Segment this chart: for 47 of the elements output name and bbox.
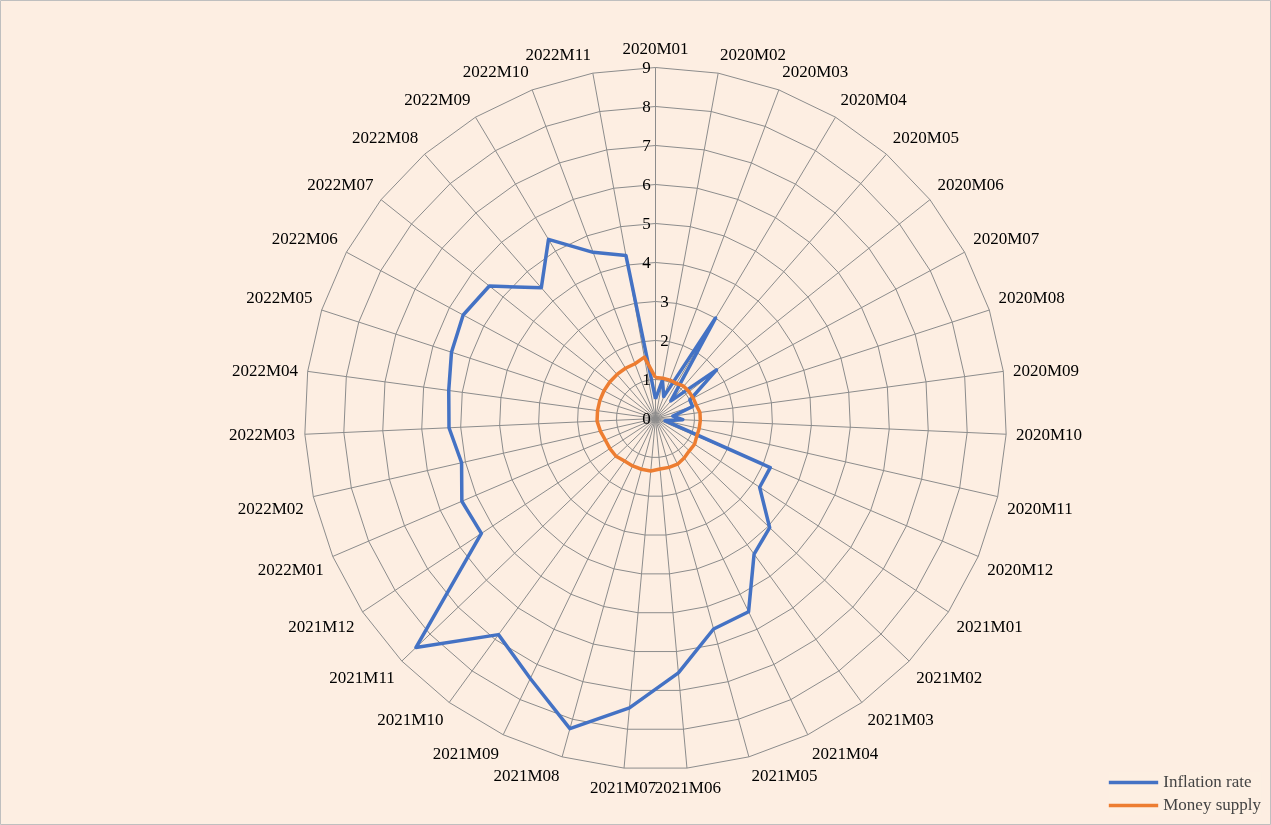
- spoke-label: 2022M01: [257, 560, 324, 580]
- spoke-label: 2022M03: [229, 425, 296, 445]
- y-tick-label: 3: [660, 292, 669, 311]
- spoke-label: 2021M04: [812, 743, 879, 763]
- spoke-label: 2020M07: [973, 228, 1040, 248]
- y-tick-label: 1: [642, 370, 651, 389]
- spoke-label: 2022M10: [462, 61, 529, 81]
- spoke-label: 2022M07: [307, 174, 374, 194]
- y-tick-label: 6: [642, 175, 651, 194]
- spoke-label: 2022M04: [231, 360, 299, 380]
- y-tick-label: 9: [642, 58, 651, 77]
- spoke-label: 2022M06: [271, 228, 338, 248]
- y-tick-label: 2: [660, 331, 669, 350]
- spoke-label: 2022M08: [352, 127, 419, 147]
- spoke-label: 2021M07: [590, 777, 657, 797]
- spoke-label: 2020M02: [719, 44, 787, 64]
- spoke-label: 2021M01: [956, 617, 1023, 637]
- spoke-label: 2021M02: [916, 667, 983, 687]
- spoke-label: 2020M09: [1012, 360, 1080, 380]
- y-tick-label: 0: [642, 409, 651, 428]
- spoke-label: 2022M11: [525, 44, 592, 64]
- spoke-label: 2020M08: [998, 288, 1065, 308]
- spoke-label: 2020M06: [937, 174, 1004, 194]
- spoke-label: 2020M11: [1007, 498, 1073, 518]
- spoke-label: 2021M10: [377, 710, 444, 730]
- y-tick-label: 8: [642, 97, 651, 116]
- y-tick-label: 4: [642, 253, 652, 272]
- spoke-label: 2021M11: [329, 667, 395, 687]
- spoke-label: 2021M12: [288, 617, 355, 637]
- spoke-label: 2020M12: [987, 560, 1054, 580]
- spoke-label: 2020M01: [622, 38, 689, 58]
- spoke-label: 2022M09: [404, 89, 471, 109]
- y-tick-label: 5: [642, 214, 651, 233]
- spoke-label: 2022M05: [246, 288, 313, 308]
- legend-label: Inflation rate: [1163, 772, 1252, 792]
- spoke-label: 2020M05: [892, 127, 959, 147]
- y-tick-label: 7: [642, 136, 652, 155]
- spoke-label: 2021M08: [493, 766, 560, 786]
- spoke-label: 2020M04: [840, 89, 908, 109]
- spoke-label: 2021M09: [432, 743, 499, 763]
- spoke-label: 2020M10: [1015, 425, 1083, 445]
- spoke-label: 2022M02: [237, 498, 304, 518]
- spoke-label: 2021M06: [654, 777, 721, 797]
- spoke-label: 2021M03: [867, 710, 934, 730]
- spoke-label: 2021M05: [751, 766, 818, 786]
- spoke-label: 2020M03: [782, 61, 849, 81]
- legend-label: Money supply: [1163, 795, 1261, 815]
